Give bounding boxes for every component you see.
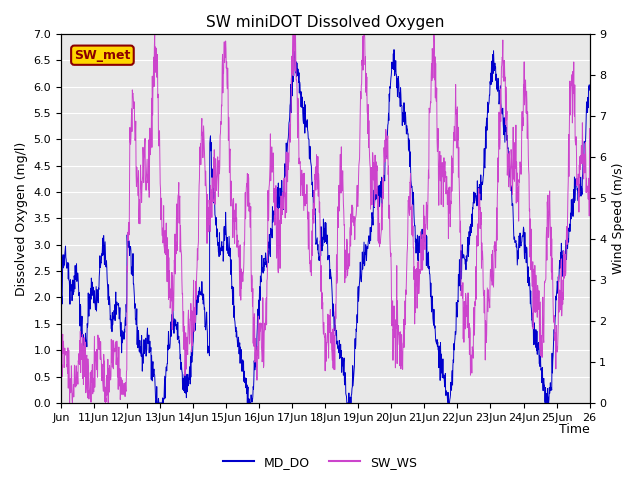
Y-axis label: Wind Speed (m/s): Wind Speed (m/s): [612, 163, 625, 274]
Text: SW_met: SW_met: [74, 48, 131, 62]
Y-axis label: Dissolved Oxygen (mg/l): Dissolved Oxygen (mg/l): [15, 141, 28, 296]
Title: SW miniDOT Dissolved Oxygen: SW miniDOT Dissolved Oxygen: [206, 15, 445, 30]
X-axis label: Time: Time: [559, 423, 589, 436]
Legend: MD_DO, SW_WS: MD_DO, SW_WS: [218, 451, 422, 474]
